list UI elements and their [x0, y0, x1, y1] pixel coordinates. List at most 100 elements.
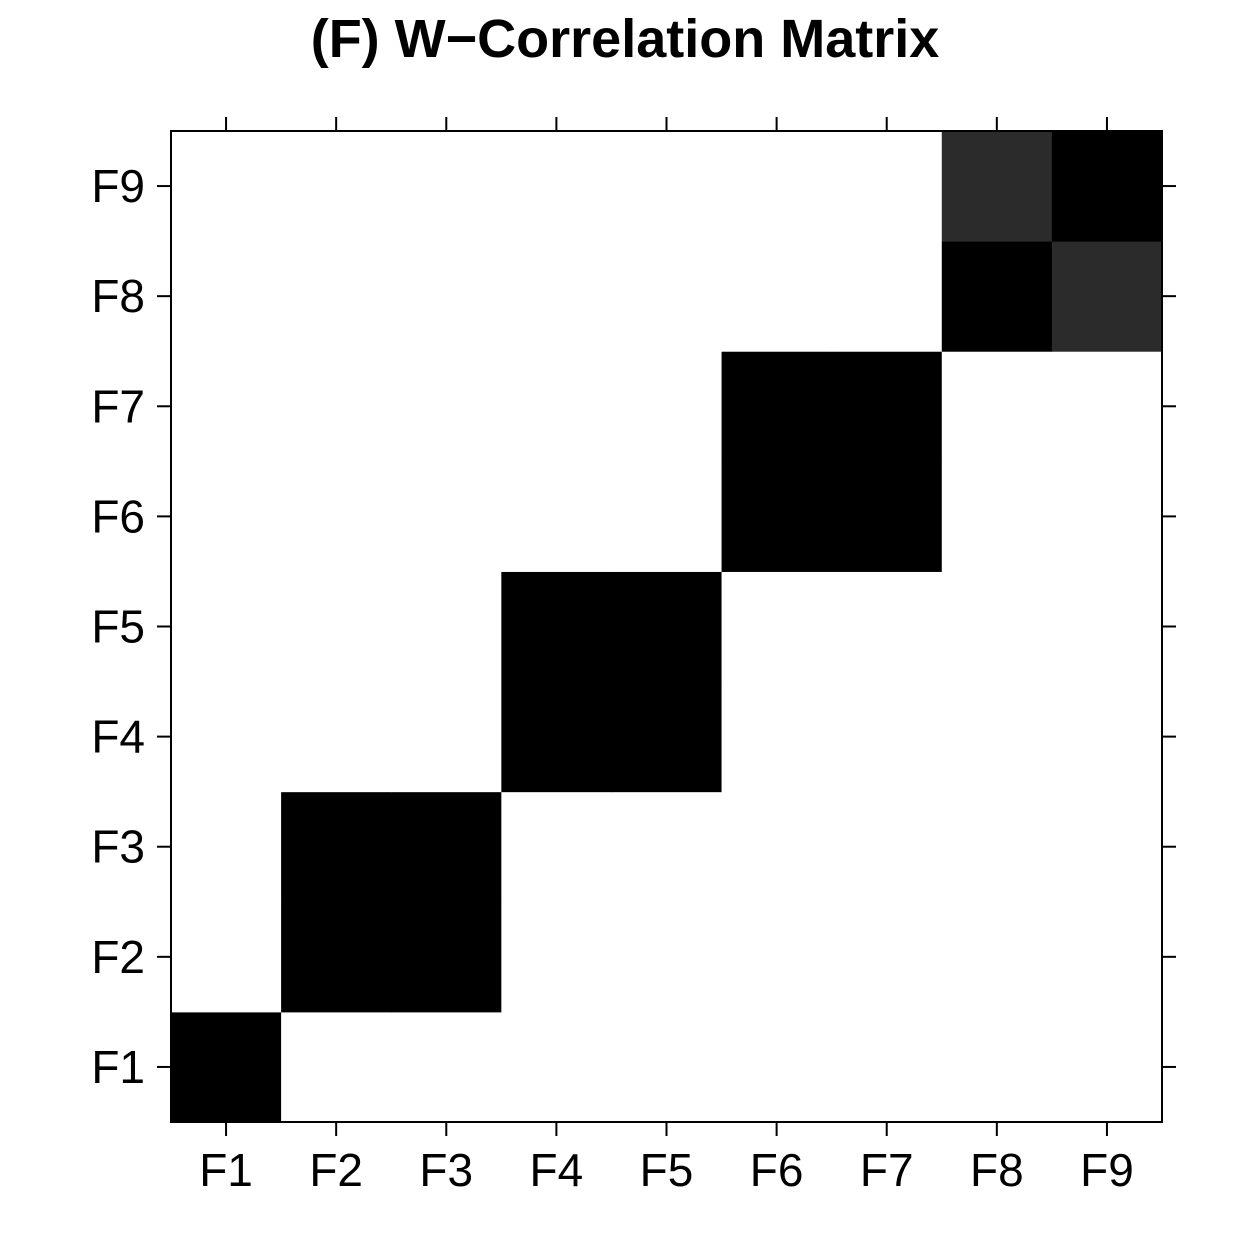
- heatmap-cell-F7-F9: [831, 131, 943, 242]
- heatmap-cell-F6-F3: [721, 791, 833, 903]
- heatmap-cell-F3-F8: [391, 241, 502, 352]
- heatmap-cell-F3-F1: [391, 1011, 502, 1123]
- heatmap-cell-F7-F5: [831, 571, 943, 683]
- heatmap-cell-F2-F8: [281, 241, 392, 352]
- heatmap-cell-F4-F4: [501, 681, 612, 793]
- heatmap-cell-F4-F5: [501, 571, 612, 683]
- heatmap-cell-F8-F5: [941, 571, 1053, 683]
- heatmap-cell-F5-F1: [611, 1011, 723, 1123]
- x-tick-label-F2: F2: [309, 1144, 363, 1196]
- heatmap-cell-F9-F2: [1051, 901, 1163, 1013]
- heatmap-cell-F5-F9: [611, 131, 723, 242]
- heatmap-cell-F8-F6: [941, 461, 1053, 572]
- heatmap-cell-F1-F7: [171, 351, 282, 462]
- chart-title: (F) W−Correlation Matrix: [310, 9, 940, 69]
- heatmap-cell-F8-F2: [941, 901, 1053, 1013]
- heatmap-cell-F9-F6: [1051, 461, 1163, 572]
- heatmap-cell-F7-F6: [831, 461, 943, 572]
- heatmap-cell-F5-F3: [611, 791, 723, 903]
- heatmap-cell-F1-F8: [171, 241, 282, 352]
- x-tick-label-F5: F5: [640, 1144, 694, 1196]
- y-tick-label-F1: F1: [91, 1041, 145, 1093]
- heatmap-cell-F8-F9: [941, 131, 1053, 242]
- plot-frame: [170, 130, 1163, 1123]
- heatmap-cell-F2-F2: [281, 901, 392, 1013]
- heatmap-cell-F1-F5: [171, 571, 282, 683]
- heatmap-cell-F1-F6: [171, 461, 282, 572]
- heatmap-cell-F5-F5: [611, 571, 723, 683]
- heatmap-cell-F4-F8: [501, 241, 612, 352]
- heatmap-cell-F5-F4: [611, 681, 723, 793]
- heatmap-cell-F4-F2: [501, 901, 612, 1013]
- y-tick-label-F3: F3: [91, 821, 145, 873]
- heatmap-cell-F8-F8: [941, 241, 1053, 352]
- heatmap-cell-F1-F2: [171, 901, 282, 1013]
- y-tick-label-F4: F4: [91, 711, 145, 763]
- heatmap-cell-F2-F6: [281, 461, 392, 572]
- heatmap-cell-F1-F1: [171, 1011, 282, 1123]
- heatmap-cell-F8-F3: [941, 791, 1053, 903]
- x-tick-label-F4: F4: [530, 1144, 584, 1196]
- heatmap-cell-F5-F6: [611, 461, 723, 572]
- x-tick-label-F1: F1: [199, 1144, 253, 1196]
- heatmap-cell-F8-F1: [941, 1011, 1053, 1123]
- heatmap-cell-F9-F7: [1051, 351, 1163, 462]
- x-tick-label-F9: F9: [1080, 1144, 1134, 1196]
- heatmap-cell-F3-F5: [391, 571, 502, 683]
- heatmap-cell-F9-F8: [1051, 241, 1163, 352]
- heatmap-cell-F3-F4: [391, 681, 502, 793]
- axis-tick-labels: F1 F2 F3 F4 F5 F6 F7 F8 F9 F1 F2 F3 F4 F5 F6 F7 F8 F9: [91, 160, 1133, 1196]
- y-tick-label-F8: F8: [91, 270, 145, 322]
- heatmap-cell-F4-F1: [501, 1011, 612, 1123]
- heatmap-cell-F6-F5: [721, 571, 833, 683]
- heatmap-cell-F6-F4: [721, 681, 833, 793]
- y-tick-label-F2: F2: [91, 931, 145, 983]
- heatmap-cell-F6-F2: [721, 901, 833, 1013]
- heatmap-cell-F3-F6: [391, 461, 502, 572]
- heatmap-cell-F5-F2: [611, 901, 723, 1013]
- heatmap-cell-F3-F2: [391, 901, 502, 1013]
- heatmap-cell-F2-F7: [281, 351, 392, 462]
- heatmap-cell-F7-F7: [831, 351, 943, 462]
- heatmap-cell-F3-F9: [391, 131, 502, 242]
- heatmap-cell-F7-F3: [831, 791, 943, 903]
- heatmap-cell-F6-F7: [721, 351, 833, 462]
- heatmap-cell-F6-F1: [721, 1011, 833, 1123]
- heatmap-cell-F2-F4: [281, 681, 392, 793]
- heatmap-cell-F7-F1: [831, 1011, 943, 1123]
- heatmap-cell-F7-F8: [831, 241, 943, 352]
- heatmap-cell-F6-F8: [721, 241, 833, 352]
- heatmap-cell-F9-F4: [1051, 681, 1163, 793]
- x-tick-label-F6: F6: [750, 1144, 804, 1196]
- heatmap-cells: [171, 131, 1163, 1123]
- x-tick-label-F7: F7: [860, 1144, 914, 1196]
- heatmap-cell-F1-F3: [171, 791, 282, 903]
- heatmap-cell-F3-F7: [391, 351, 502, 462]
- heatmap-cell-F8-F4: [941, 681, 1053, 793]
- heatmap-cell-F4-F6: [501, 461, 612, 572]
- heatmap-cell-F2-F9: [281, 131, 392, 242]
- y-tick-label-F7: F7: [91, 380, 145, 432]
- heatmap-cell-F9-F3: [1051, 791, 1163, 903]
- axis-ticks: [157, 117, 1176, 1136]
- heatmap-cell-F7-F4: [831, 681, 943, 793]
- x-tick-label-F3: F3: [419, 1144, 473, 1196]
- y-tick-label-F5: F5: [91, 601, 145, 653]
- heatmap-cell-F9-F1: [1051, 1011, 1163, 1123]
- heatmap-cell-F3-F3: [391, 791, 502, 903]
- heatmap-cell-F9-F5: [1051, 571, 1163, 683]
- heatmap-cell-F2-F1: [281, 1011, 392, 1123]
- heatmap-cell-F5-F7: [611, 351, 723, 462]
- heatmap-cell-F1-F9: [171, 131, 282, 242]
- x-tick-label-F8: F8: [970, 1144, 1024, 1196]
- heatmap-cell-F2-F3: [281, 791, 392, 903]
- heatmap-cell-F8-F7: [941, 351, 1053, 462]
- heatmap-cell-F9-F9: [1051, 131, 1163, 242]
- heatmap-cell-F4-F7: [501, 351, 612, 462]
- heatmap-cell-F4-F3: [501, 791, 612, 903]
- heatmap-cell-F4-F9: [501, 131, 612, 242]
- heatmap-cell-F6-F6: [721, 461, 833, 572]
- heatmap-cell-F7-F2: [831, 901, 943, 1013]
- heatmap-cell-F5-F8: [611, 241, 723, 352]
